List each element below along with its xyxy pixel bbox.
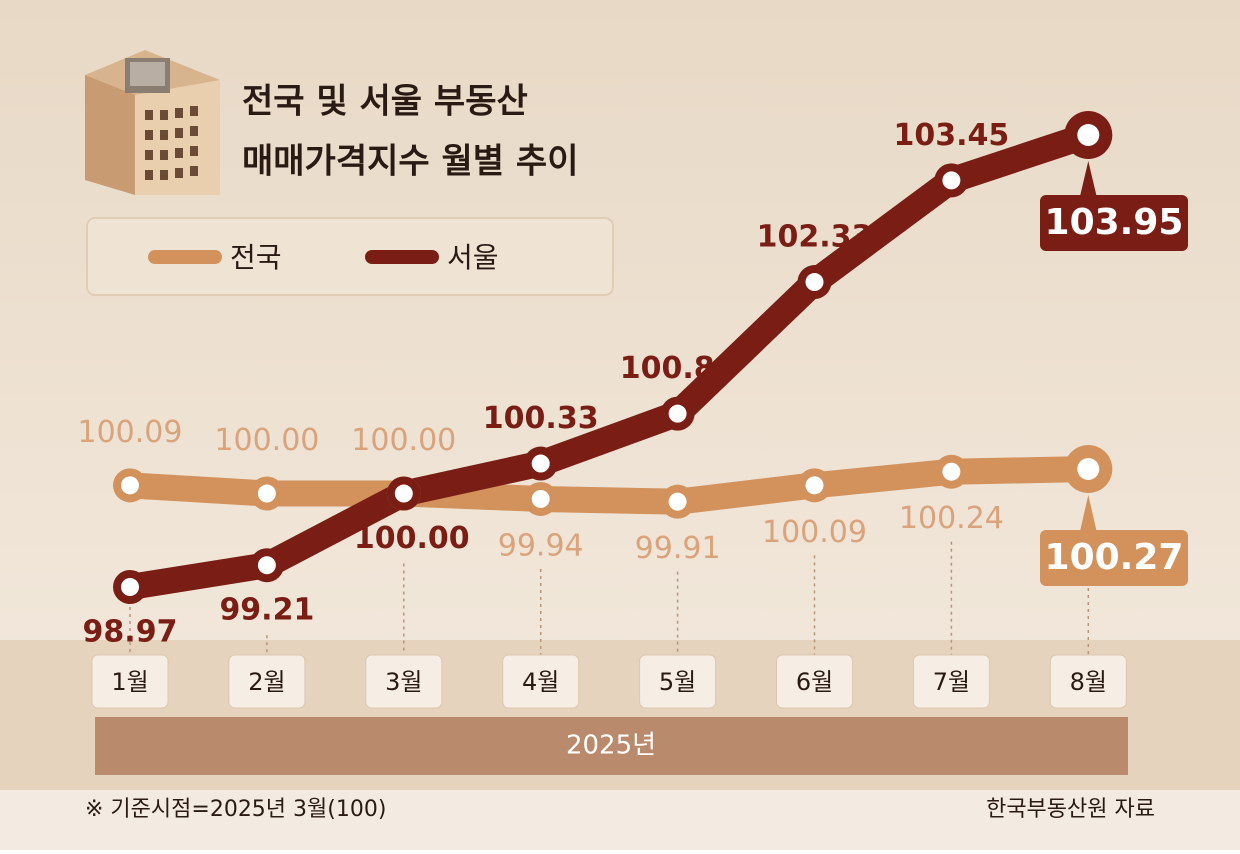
series-line: [117, 122, 1102, 600]
legend-label: 전국: [230, 241, 282, 274]
data-point-center: [121, 476, 139, 495]
value-label: 98.97: [83, 615, 178, 650]
x-tick-label: 3월: [385, 668, 422, 696]
data-point-center: [805, 273, 824, 292]
building-icon: [85, 50, 220, 195]
value-label: 103.95: [1045, 202, 1184, 243]
data-point-center: [668, 492, 687, 511]
value-label: 100.24: [899, 501, 1004, 536]
callout-pointer: [1080, 495, 1097, 530]
chart-title: 매매가격지수 월별 추이: [242, 142, 578, 182]
data-point-center: [531, 454, 550, 473]
chart-title: 전국 및 서울 부동산: [242, 82, 528, 122]
data-point-center: [942, 171, 961, 190]
value-label: 100.33: [483, 401, 599, 436]
month-box: [776, 654, 853, 709]
data-point-center: [531, 489, 550, 508]
data-point-center: [805, 476, 824, 495]
value-label: 103.45: [894, 118, 1010, 153]
value-label: 100.00: [354, 521, 470, 556]
series-line: [117, 456, 1102, 515]
value-label: 100.00: [351, 423, 456, 458]
x-tick-label: 4월: [522, 668, 559, 696]
x-tick-label: 1월: [111, 668, 148, 696]
month-box: [502, 654, 580, 709]
callout-pointer: [1080, 161, 1097, 195]
data-point-center: [257, 556, 276, 575]
footer-band: [0, 790, 1240, 850]
x-group-label: 2025년: [566, 731, 656, 761]
legend-box: [86, 217, 614, 296]
value-box: [1040, 195, 1188, 251]
value-label: 102.33: [757, 220, 873, 255]
month-box: [1049, 654, 1127, 709]
x-tick-label: 6월: [796, 668, 833, 696]
note: ※ 기준시점=2025년 3월(100): [85, 797, 386, 822]
source: 한국부동산원 자료: [986, 797, 1155, 822]
month-box: [912, 654, 990, 709]
x-tick-label: 7월: [933, 668, 970, 696]
month-box: [639, 654, 717, 709]
value-label: 99.91: [635, 531, 721, 566]
x-tick-label: 5월: [659, 668, 696, 696]
data-point-center: [668, 404, 687, 423]
month-box: [91, 654, 169, 709]
value-label: 99.94: [498, 528, 584, 563]
value-label: 100.00: [214, 423, 319, 458]
value-label: 100.09: [78, 415, 183, 450]
value-label: 99.21: [219, 593, 314, 628]
value-label: 100.09: [762, 515, 867, 550]
data-point-center: [1077, 124, 1100, 146]
x-tick-label: 8월: [1070, 668, 1107, 696]
month-box: [228, 654, 306, 709]
data-point-center: [394, 484, 413, 503]
data-point-center: [942, 462, 961, 481]
value-box: [1040, 530, 1188, 586]
data-point-center: [1077, 458, 1100, 481]
year-bar: [95, 717, 1128, 775]
value-label: 100.27: [1045, 537, 1184, 578]
value-label: 100.88: [620, 351, 736, 386]
data-point-center: [121, 578, 139, 596]
data-point-center: [257, 484, 276, 503]
legend-label: 서울: [447, 241, 499, 274]
x-tick-label: 2월: [248, 668, 285, 696]
month-box: [365, 654, 443, 709]
